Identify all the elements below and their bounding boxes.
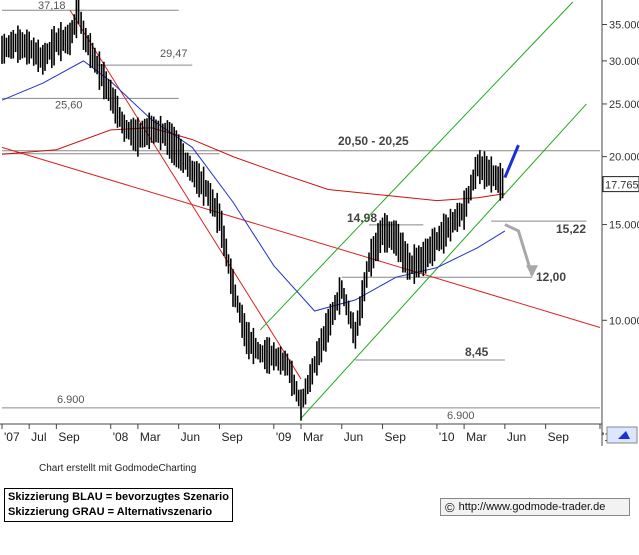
scenario-sketches — [503, 144, 539, 278]
scenario-legend: Skizzierung BLAU = bevorzugtes Szenario … — [4, 488, 233, 522]
x-tick-label: Sep — [548, 430, 570, 444]
green-trend-line — [259, 1, 574, 331]
x-tick-label: Jul — [31, 430, 46, 444]
y-tick-label: 10.000 — [609, 315, 639, 327]
x-tick-label: '10 — [439, 430, 455, 444]
level-label: 20,50 - 20,25 — [338, 134, 409, 148]
y-axis-area — [600, 0, 639, 444]
x-tick-label: '08 — [113, 430, 129, 444]
red-trend-line — [1, 146, 601, 328]
x-tick-label: '07 — [4, 430, 20, 444]
red-trend-line — [69, 9, 302, 380]
level-label: 37,18 — [38, 0, 66, 12]
y-tick-label: 20.000 — [609, 152, 639, 164]
legend-blue-text: Skizzierung BLAU = bevorzugtes Szenario — [8, 491, 229, 503]
x-tick-label: Jun — [344, 430, 363, 444]
moving-average-blue — [1, 60, 506, 312]
chart-credit: Chart erstellt mit GodmodeCharting — [39, 463, 197, 474]
legend-gray-text: Skizzierung GRAU = Alternativszenario — [8, 506, 213, 518]
copyright-icon: © — [445, 499, 455, 515]
gray-scenario-arrowhead — [526, 265, 539, 278]
x-tick-label: Sep — [385, 430, 407, 444]
x-tick-label: Sep — [221, 430, 243, 444]
level-label: 6.900 — [57, 394, 85, 406]
x-tick-label: Jun — [181, 430, 200, 444]
moving-average-red — [1, 127, 505, 202]
level-label: 8,45 — [465, 345, 489, 359]
x-tick-label: Mar — [303, 430, 324, 444]
x-tick-label: '09 — [276, 430, 292, 444]
level-label-secondary: 6.900 — [447, 410, 475, 422]
x-tick-label: Mar — [466, 430, 487, 444]
price-series — [1, 0, 504, 421]
axes: 35.000 30.000 25.000 20.000 15.000 10.000 '07 J… — [0, 0, 639, 446]
y-tick-label: 35.000 — [609, 20, 639, 32]
level-label: 29,47 — [160, 48, 188, 60]
green-trend-line — [300, 103, 587, 419]
level-label: 15,22 — [556, 222, 586, 236]
trend-lines — [1, 1, 601, 419]
blue-scenario-arrow — [503, 144, 520, 179]
level-label: 12,00 — [536, 270, 566, 284]
website-link[interactable]: © http://www.godmode-trader.de — [440, 498, 630, 516]
website-url: http://www.godmode-trader.de — [458, 501, 606, 513]
x-tick-label: Mar — [140, 430, 161, 444]
x-tick-label: Jun — [507, 430, 526, 444]
y-tick-label: 25.000 — [609, 99, 639, 111]
moving-averages — [1, 60, 506, 312]
y-tick-label: 15.000 — [609, 220, 639, 232]
last-price-box — [602, 176, 639, 193]
corner-arrow-icon — [618, 431, 630, 439]
last-price-label: 17.765 — [605, 180, 639, 192]
level-label: 25,60 — [55, 99, 83, 111]
gray-scenario-arrow — [504, 223, 534, 276]
x-tick-label: Sep — [58, 430, 80, 444]
y-tick-label: 30.000 — [609, 56, 639, 68]
